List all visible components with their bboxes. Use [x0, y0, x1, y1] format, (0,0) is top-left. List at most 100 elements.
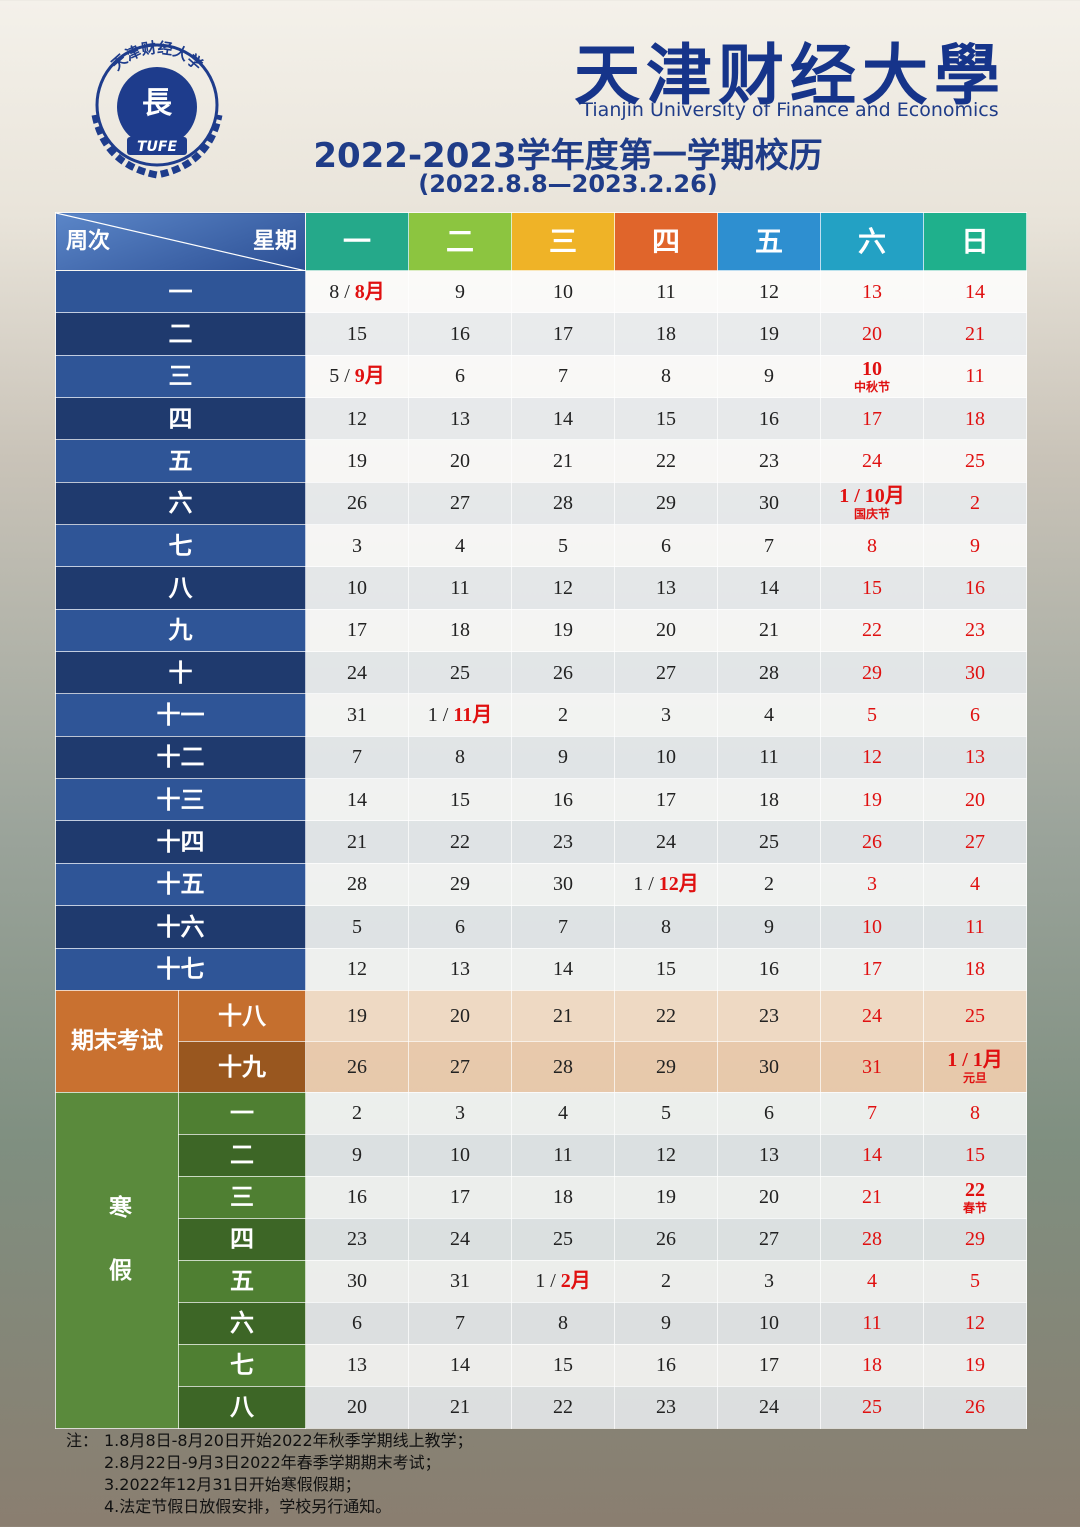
day-cell: 30 [305, 1259, 409, 1303]
week-label: 十九 [178, 1040, 306, 1093]
day-cell: 20 [923, 778, 1027, 822]
day-cell: 23 [923, 608, 1027, 653]
note-line: 4.法定节假日放假安排，学校另行通知。 [66, 1496, 473, 1518]
day-cell: 20 [614, 608, 718, 653]
day-cell: 7 [408, 1301, 512, 1345]
week-row: 二 9 10 11 12 13 14 15 [56, 1133, 1027, 1177]
day-cell: 21 [511, 439, 615, 483]
day-cell: 24 [717, 1385, 821, 1429]
day-number: 8 / [329, 280, 350, 303]
day-cell: 16 [923, 566, 1027, 610]
day-cell: 8 [511, 1301, 615, 1345]
day-cell: 16 [408, 312, 512, 356]
day-cell: 27 [923, 820, 1027, 864]
day-cell: 18 [511, 1175, 615, 1219]
day-cell: 28 [717, 651, 821, 695]
holiday-note: 元旦 [962, 1070, 987, 1085]
week-label: 十七 [55, 947, 306, 991]
day-number: 5 / [329, 365, 350, 388]
day-cell: 9 [408, 269, 512, 314]
day-cell: 5 [820, 693, 924, 737]
week-label: 六 [55, 481, 306, 526]
day-cell: 3 [305, 524, 409, 568]
week-label: 十五 [55, 862, 306, 907]
day-cell: 15 [511, 1343, 615, 1387]
day-header: 日 [923, 212, 1027, 271]
day-cell: 7 [820, 1091, 924, 1135]
week-row: 十三 14 15 16 17 18 19 20 [55, 778, 1027, 822]
day-cell: 30 [717, 1040, 821, 1093]
day-number: 1 / [947, 1048, 968, 1071]
day-cell: 28 [820, 1217, 924, 1261]
week-label: 十三 [55, 778, 306, 822]
day-cell: 29 [408, 862, 512, 907]
day-cell: 13 [820, 269, 924, 314]
day-cell: 29 [614, 481, 718, 526]
month-label: 9月 [354, 365, 385, 388]
day-cell: 14 [923, 269, 1027, 314]
week-row: 九 17 18 19 20 21 22 23 [55, 608, 1027, 653]
day-cell: 27 [408, 1040, 512, 1093]
day-cell: 4 [408, 524, 512, 568]
week-row: 五 30 31 1 / 2月 2 3 4 5 [56, 1259, 1027, 1303]
day-cell: 17 [305, 608, 409, 653]
note-line: 2.8月22日-9月3日2022年春季学期期末考试； [66, 1452, 473, 1474]
day-cell: 6 [614, 524, 718, 568]
week-label: 三 [178, 1175, 306, 1219]
day-cell: 26 [305, 1040, 409, 1093]
week-label: 八 [55, 566, 306, 610]
day-cell: 23 [614, 1385, 718, 1429]
week-row: 八 10 11 12 13 14 15 16 [55, 566, 1027, 610]
day-cell: 26 [923, 1385, 1027, 1429]
day-cell: 19 [923, 1343, 1027, 1387]
day-cell: 15 [614, 947, 718, 991]
day-cell: 20 [305, 1385, 409, 1429]
day-cell: 25 [408, 651, 512, 695]
day-header: 五 [717, 212, 821, 271]
day-cell: 31 [408, 1259, 512, 1303]
day-cell: 6 [923, 693, 1027, 737]
week-label: 二 [178, 1133, 306, 1177]
month-label: 1月 [972, 1048, 1003, 1071]
day-cell: 3 [717, 1259, 821, 1303]
month-label: 11月 [453, 704, 493, 727]
day-cell: 12 [717, 269, 821, 314]
day-cell: 8 [820, 524, 924, 568]
day-cell: 2 [614, 1259, 718, 1303]
day-cell: 22 [614, 989, 718, 1042]
corner-cell: 周次 星期 [55, 212, 306, 271]
day-cell: 26 [820, 820, 924, 864]
day-cell: 5 / 9月 [305, 354, 409, 399]
day-cell: 17 [717, 1343, 821, 1387]
day-cell: 24 [820, 439, 924, 483]
week-label: 九 [55, 608, 306, 653]
day-cell: 14 [511, 397, 615, 441]
day-cell: 17 [614, 778, 718, 822]
note-text: 3.2022年12月31日开始寒假假期； [104, 1475, 361, 1494]
day-cell: 25 [923, 439, 1027, 483]
day-cell: 23 [305, 1217, 409, 1261]
holiday-note: 国庆节 [853, 507, 890, 522]
week-row: 十一 31 1 / 11月 2 3 4 5 6 [55, 693, 1027, 737]
day-cell: 16 [305, 1175, 409, 1219]
day-cell: 22 春节 [923, 1175, 1027, 1219]
week-label: 五 [55, 439, 306, 483]
day-number: 10 [862, 358, 882, 381]
day-cell: 27 [614, 651, 718, 695]
week-row: 四 23 24 25 26 27 28 29 [56, 1217, 1027, 1261]
corner-diagonal [56, 213, 306, 271]
week-label: 十二 [55, 735, 306, 780]
day-number: 22 [965, 1179, 985, 1202]
day-cell: 18 [923, 947, 1027, 991]
week-label: 五 [178, 1259, 306, 1303]
day-cell: 11 [923, 905, 1027, 949]
day-cell: 23 [717, 439, 821, 483]
day-cell: 6 [408, 354, 512, 399]
day-cell: 13 [717, 1133, 821, 1177]
day-cell: 16 [717, 947, 821, 991]
day-cell: 13 [305, 1343, 409, 1387]
day-cell: 8 [408, 735, 512, 780]
header-row: 周次 星期一二三四五六日 [55, 212, 1027, 271]
